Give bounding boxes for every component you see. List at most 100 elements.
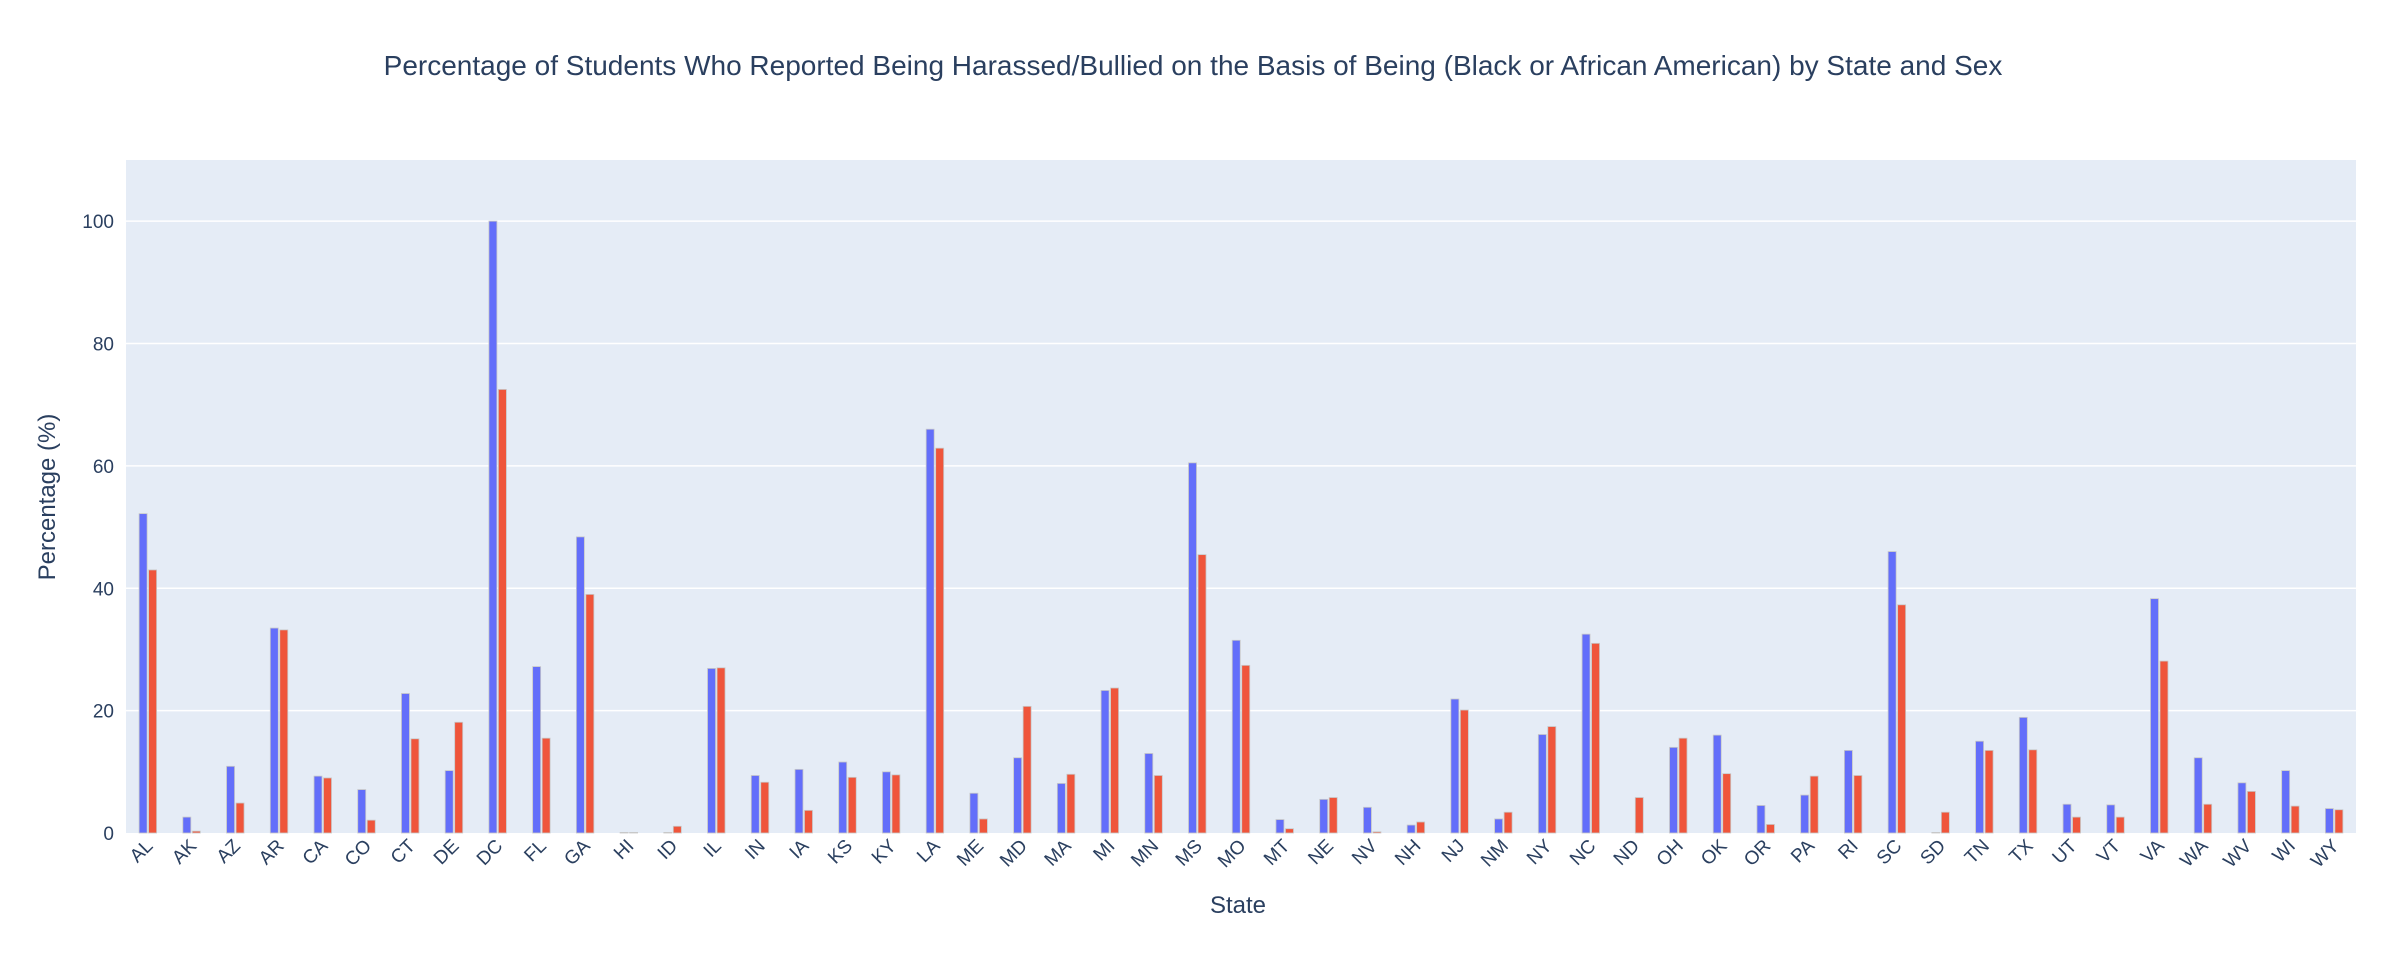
x-tick-label: AZ xyxy=(213,835,245,867)
bar-NV-s1 xyxy=(1363,806,1372,834)
bar-NH-s2 xyxy=(1416,821,1426,834)
x-tick-label: NY xyxy=(1523,835,1557,869)
x-tick-label: WA xyxy=(2177,835,2213,871)
bar-MS-s1 xyxy=(1188,462,1197,834)
gridlines xyxy=(126,220,2356,712)
x-tick-label: KS xyxy=(824,836,857,869)
bar-PA-s2 xyxy=(1809,775,1819,834)
bar-ID-s1 xyxy=(663,831,673,834)
x-tick-label: ID xyxy=(654,836,682,864)
bar-HI-s2 xyxy=(629,831,638,834)
x-tick-label: NV xyxy=(1348,835,1382,869)
bar-NJ-s1 xyxy=(1450,698,1460,834)
bar-NM-s1 xyxy=(1494,818,1504,834)
bar-KY-s2 xyxy=(891,774,901,834)
bar-DE-s2 xyxy=(454,721,464,834)
x-tick-label: HI xyxy=(610,836,638,864)
bar-TX-s1 xyxy=(2018,716,2028,834)
bar-OH-s1 xyxy=(1669,746,1678,834)
bar-DC-s2 xyxy=(498,389,507,834)
x-tick-label: MS xyxy=(1172,836,1207,871)
y-tick-label: 80 xyxy=(93,335,114,356)
x-tick-label: WV xyxy=(2220,835,2257,872)
x-tick-label: NC xyxy=(1566,836,1600,870)
bar-DE-s1 xyxy=(444,770,454,834)
x-tick-label: MD xyxy=(996,836,1032,872)
bar-ME-s2 xyxy=(978,818,988,834)
x-tick-label: VA xyxy=(2137,835,2169,867)
bar-CA-s2 xyxy=(323,777,332,834)
x-tick-label: NJ xyxy=(1438,836,1469,867)
x-tick-label: ND xyxy=(1610,836,1644,870)
bar-WI-s1 xyxy=(2281,770,2291,834)
bar-MD-s2 xyxy=(1022,705,1032,834)
bar-NE-s1 xyxy=(1319,798,1329,834)
x-tick-label: TX xyxy=(2006,835,2038,867)
bar-AR-s1 xyxy=(269,627,279,834)
bar-AL-s2 xyxy=(148,569,158,834)
bar-WY-s1 xyxy=(2324,808,2334,834)
bars xyxy=(138,220,2344,834)
bar-MI-s1 xyxy=(1100,690,1110,834)
bar-OH-s2 xyxy=(1678,737,1688,834)
x-tick-label: SD xyxy=(1917,836,1951,870)
y-axis-title: Percentage (%) xyxy=(34,413,61,581)
y-tick-label: 0 xyxy=(103,824,114,845)
bar-WI-s2 xyxy=(2290,805,2300,834)
bar-LA-s2 xyxy=(935,447,945,834)
x-axis-ticks: AL AK AZ AR CA CO CT DE DC FL GA HI ID IL IN IA KS KY LA ME… xyxy=(126,835,2344,872)
bar-CO-s2 xyxy=(366,819,376,834)
bar-NH-s1 xyxy=(1406,824,1416,834)
x-tick-label: AL xyxy=(126,836,157,867)
bar-AZ-s2 xyxy=(235,802,245,834)
x-tick-label: ME xyxy=(953,836,988,871)
bar-UT-s1 xyxy=(2062,803,2072,834)
bar-WV-s2 xyxy=(2247,790,2256,834)
bar-SC-s1 xyxy=(1887,551,1897,834)
bar-SD-s1 xyxy=(1931,831,1941,834)
bar-NC-s1 xyxy=(1581,633,1591,834)
bar-UT-s2 xyxy=(2072,816,2081,834)
y-axis-ticks: 0 20 40 60 80 100 xyxy=(82,212,114,845)
bar-WV-s1 xyxy=(2237,782,2247,834)
x-tick-label: DE xyxy=(430,836,464,870)
bar-ME-s1 xyxy=(969,792,979,834)
x-tick-label: MN xyxy=(1127,836,1163,872)
bar-VT-s1 xyxy=(2106,804,2116,834)
bar-FL-s1 xyxy=(532,666,542,834)
y-tick-label: 40 xyxy=(93,579,114,600)
bar-OK-s2 xyxy=(1722,773,1732,834)
bar-MT-s2 xyxy=(1285,828,1294,834)
bar-MA-s2 xyxy=(1066,773,1076,834)
x-tick-label: CT xyxy=(387,835,420,868)
bar-VA-s2 xyxy=(2159,660,2169,834)
bar-MA-s1 xyxy=(1056,783,1066,834)
x-tick-label: IN xyxy=(741,836,769,864)
x-tick-label: KY xyxy=(868,835,901,868)
bar-TN-s1 xyxy=(1975,740,1984,834)
bar-FL-s2 xyxy=(541,737,551,834)
bar-CT-s2 xyxy=(410,738,420,834)
bar-CO-s1 xyxy=(357,789,367,834)
bar-NE-s2 xyxy=(1328,797,1338,834)
bar-KY-s1 xyxy=(882,771,891,834)
bar-AK-s1 xyxy=(182,816,192,834)
x-tick-label: NH xyxy=(1391,836,1425,870)
x-tick-label: MA xyxy=(1041,835,1076,870)
bar-OK-s1 xyxy=(1712,734,1722,834)
bar-AR-s2 xyxy=(279,629,289,834)
x-tick-label: LA xyxy=(913,835,945,867)
bar-DC-s1 xyxy=(488,220,498,834)
bar-NV-s2 xyxy=(1372,831,1382,834)
x-tick-label: CO xyxy=(341,836,376,871)
x-tick-label: WY xyxy=(2307,835,2344,872)
x-tick-label: CA xyxy=(299,835,333,869)
bar-NM-s2 xyxy=(1503,811,1513,834)
x-tick-label: PA xyxy=(1787,835,1819,867)
bar-WY-s2 xyxy=(2334,809,2344,834)
bar-KS-s1 xyxy=(838,761,848,834)
bar-ND-s2 xyxy=(1634,797,1644,834)
bar-IL-s2 xyxy=(716,667,726,834)
bar-WA-s2 xyxy=(2203,803,2213,834)
